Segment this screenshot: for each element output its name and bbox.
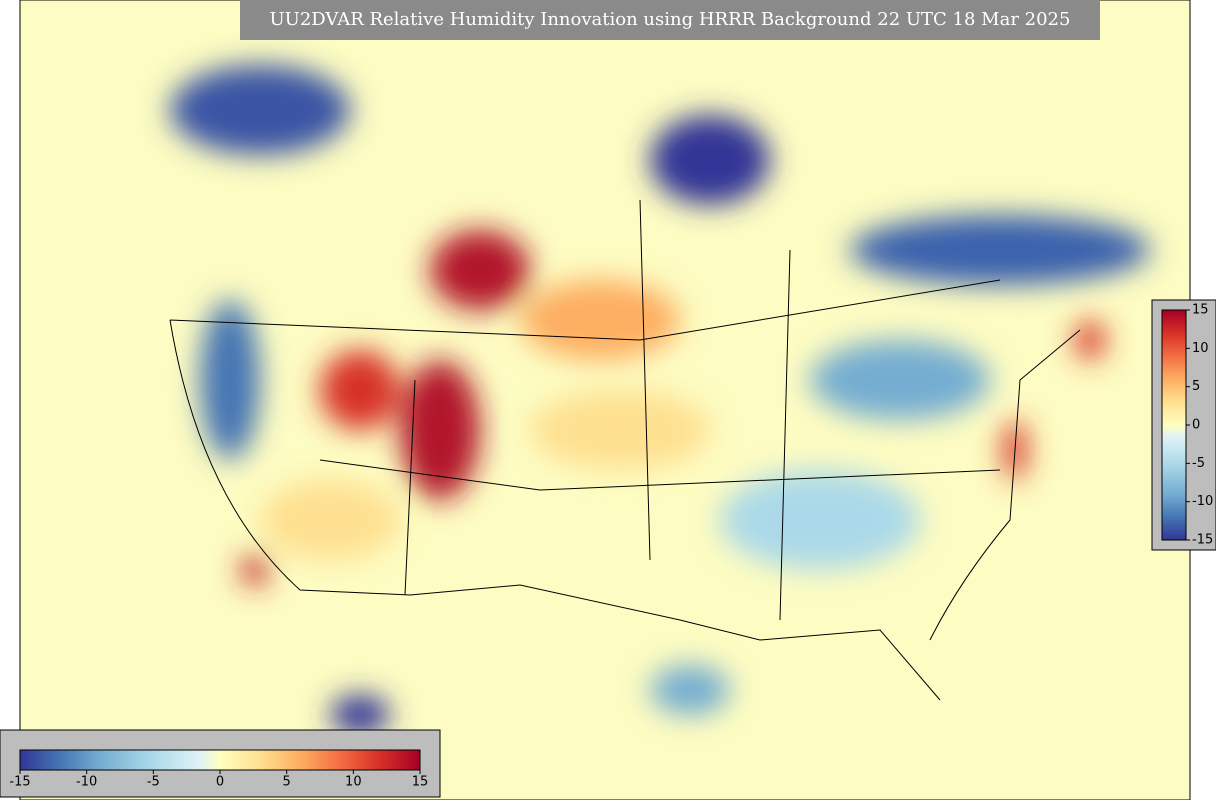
tick-label: 0 bbox=[216, 775, 224, 790]
field-blobs bbox=[170, 65, 1150, 735]
tick-label: -5 bbox=[1192, 456, 1205, 471]
tick-label: -10 bbox=[1192, 494, 1213, 509]
tick-label: 10 bbox=[345, 775, 362, 790]
tick-label: -10 bbox=[76, 775, 97, 790]
map bbox=[19, 0, 1191, 801]
tick-label: 10 bbox=[1192, 341, 1209, 356]
colorbar bbox=[19, 749, 421, 771]
title: UU2DVAR Relative Humidity Innovation usi… bbox=[270, 9, 1071, 30]
colorbar-bottom: -15 -10 -5 0 5 10 15 bbox=[0, 729, 441, 798]
boundaries bbox=[169, 199, 1081, 701]
tick-label: -15 bbox=[9, 775, 30, 790]
colorbar-right: 15 10 5 0 -5 -10 -15 bbox=[1151, 299, 1216, 551]
title-box bbox=[240, 0, 1100, 40]
tick-label: 15 bbox=[412, 775, 429, 790]
tick-label: 0 bbox=[1192, 418, 1200, 433]
tick-label: 5 bbox=[1192, 379, 1200, 394]
tick-label: 15 bbox=[1192, 303, 1209, 318]
tick-label: -5 bbox=[147, 775, 160, 790]
tick-label: 5 bbox=[283, 775, 291, 790]
colorbar bbox=[1161, 309, 1187, 541]
tick-label: -15 bbox=[1192, 533, 1213, 548]
